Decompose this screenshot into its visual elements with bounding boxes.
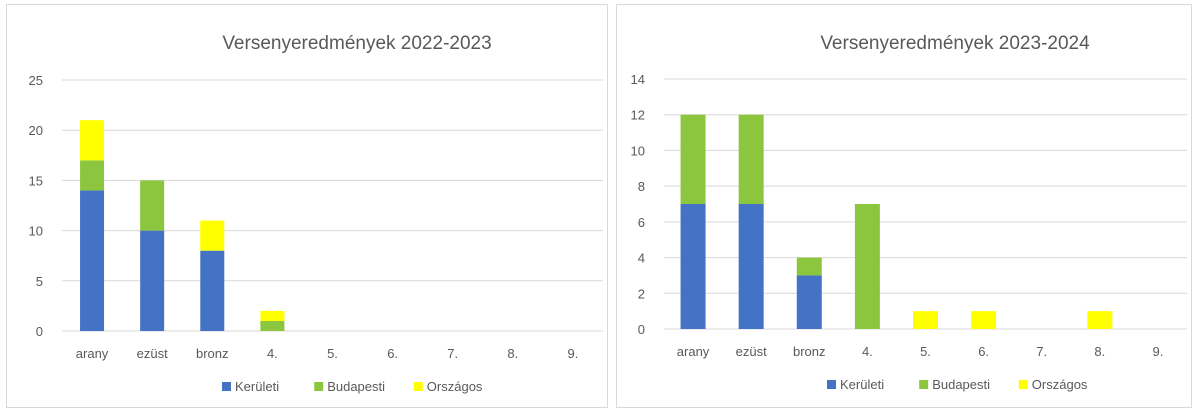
bar-bronz-keruleti [796, 275, 822, 329]
x-tick-label: 5. [327, 346, 338, 361]
y-tick-label: 5 [36, 274, 43, 289]
y-tick-label: 2 [638, 286, 645, 301]
y-tick-label: 4 [638, 251, 645, 266]
x-tick-label: 7. [447, 346, 458, 361]
y-tick-label: 0 [638, 322, 645, 337]
bar-ezust-keruleti [140, 230, 165, 331]
x-tick-label: 5. [920, 344, 931, 359]
y-tick-label: 10 [29, 224, 43, 239]
x-tick-label: 9. [1153, 344, 1164, 359]
legend-swatch-orszagos [413, 382, 423, 391]
chart-panel-2023-2024: Versenyeredmények 2023-2024 0 2 4 6 8 10 12 14 … [616, 4, 1192, 408]
legend-label-budapesti: Budapesti [327, 379, 385, 394]
bar-4-budapesti [854, 204, 880, 329]
chart-panel-2022-2023: Versenyeredmények 2022-2023 0 5 10 15 20 25 a… [6, 4, 608, 408]
legend-label-keruleti: Kerületi [840, 377, 884, 392]
y-tick-label: 15 [29, 173, 43, 188]
bar-5-orszagos [913, 311, 938, 329]
legend-label-keruleti: Kerületi [235, 379, 279, 394]
x-tick-label: 6. [978, 344, 989, 359]
y-tick-label: 25 [29, 73, 43, 88]
chart-2022-2023: Versenyeredmények 2022-2023 0 5 10 15 20 25 a… [29, 33, 603, 394]
bar-arany-orszagos [80, 120, 105, 161]
legend-label-orszagos: Országos [1032, 377, 1088, 392]
x-tick-label: 9. [568, 346, 579, 361]
x-tick-label: 4. [267, 346, 278, 361]
legend-swatch-keruleti [222, 382, 231, 391]
bar-4-orszagos [260, 310, 285, 321]
x-tick-label: arany [677, 344, 710, 359]
legend-swatch-budapesti [314, 382, 324, 391]
legend: Kerületi Budapesti Országos [222, 379, 483, 394]
y-tick-label: 8 [638, 179, 645, 194]
bar-ezust-keruleti [738, 204, 764, 329]
x-tick-label: 8. [1094, 344, 1105, 359]
y-tick-label: 10 [631, 143, 645, 158]
bar-arany-keruleti [80, 190, 105, 331]
y-tick-label: 6 [638, 215, 645, 230]
x-tick-label: ezüst [137, 346, 168, 361]
chart-title: Versenyeredmények 2023-2024 [820, 33, 1090, 54]
x-tick-label: bronz [196, 346, 229, 361]
y-tick-label: 20 [29, 123, 43, 138]
legend-label-budapesti: Budapesti [932, 377, 990, 392]
x-tick-label: 7. [1036, 344, 1047, 359]
bar-ezust-budapesti [140, 180, 165, 231]
x-tick-label: 4. [862, 344, 873, 359]
x-tick-label: ezüst [736, 344, 767, 359]
bar-bronz-orszagos [200, 220, 225, 251]
x-tick-label: 6. [387, 346, 398, 361]
x-tick-label: bronz [793, 344, 826, 359]
x-tick-label: 8. [507, 346, 518, 361]
bar-bronz-keruleti [200, 250, 225, 331]
bar-4-budapesti [260, 320, 285, 331]
bar-arany-budapesti [680, 114, 706, 204]
y-tick-label: 0 [36, 324, 43, 339]
legend-swatch-budapesti [919, 380, 929, 389]
legend-swatch-orszagos [1018, 380, 1028, 389]
legend: Kerületi Budapesti Országos [827, 377, 1088, 392]
x-tick-label: arany [76, 346, 109, 361]
y-tick-label: 12 [631, 108, 645, 123]
legend-label-orszagos: Országos [427, 379, 483, 394]
y-tick-label: 14 [631, 72, 645, 87]
bar-arany-budapesti [80, 160, 105, 191]
bar-6-orszagos [971, 311, 997, 329]
chart-title: Versenyeredmények 2022-2023 [222, 33, 491, 54]
bar-arany-keruleti [680, 204, 706, 329]
legend-swatch-keruleti [827, 380, 836, 389]
bar-bronz-budapesti [796, 257, 822, 276]
bar-8-orszagos [1087, 311, 1113, 329]
chart-2023-2024: Versenyeredmények 2023-2024 02468101214 … [631, 33, 1187, 392]
bar-ezust-budapesti [738, 114, 764, 204]
